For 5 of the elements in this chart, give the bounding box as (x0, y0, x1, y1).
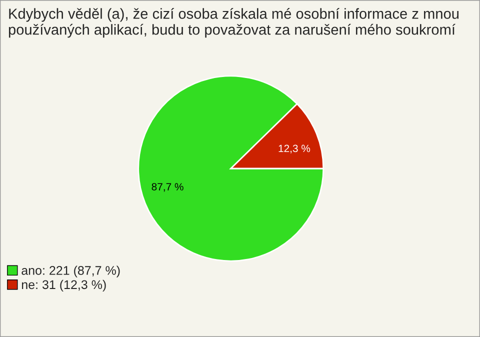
data-label: 87,7 % (152, 183, 184, 192)
chart-title: Kdybych věděl (a), že cizí osoba získala mé osobní informace z mnou používaných aplikací, budu to považovat za narušení mého soukromí (8, 8, 459, 38)
data-label: 12,3 % (278, 144, 310, 154)
legend-label: ano: 221 (87,7 %) (22, 266, 120, 278)
legend-label: ne: 31 (12,3 %) (22, 280, 106, 292)
